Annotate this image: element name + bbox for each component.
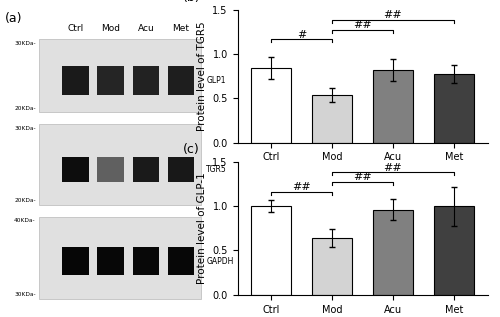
Text: TGR5: TGR5 <box>206 165 227 174</box>
Bar <box>373 210 413 295</box>
Text: 30KDa-: 30KDa- <box>14 41 36 46</box>
Bar <box>312 238 352 295</box>
Bar <box>132 66 159 94</box>
Text: Acu: Acu <box>138 24 154 33</box>
Text: Ctrl: Ctrl <box>68 24 84 33</box>
Bar <box>312 95 352 143</box>
Text: 40KDa-: 40KDa- <box>14 218 36 223</box>
Bar <box>39 39 201 112</box>
Text: 30KDa-: 30KDa- <box>14 292 36 297</box>
Bar <box>251 206 291 295</box>
Bar <box>39 217 201 299</box>
Bar <box>373 70 413 143</box>
Bar <box>434 74 474 143</box>
Bar <box>251 68 291 143</box>
Bar <box>98 157 124 183</box>
Bar <box>168 66 194 94</box>
Bar <box>62 247 88 275</box>
Y-axis label: Protein level of GLP-1: Protein level of GLP-1 <box>197 172 207 284</box>
Text: Met: Met <box>172 24 190 33</box>
Text: (b): (b) <box>182 0 200 4</box>
Text: ##: ## <box>353 172 372 182</box>
Text: Mod: Mod <box>101 24 120 33</box>
Text: GAPDH: GAPDH <box>206 257 234 266</box>
Text: ##: ## <box>384 10 402 21</box>
Text: 20KDa-: 20KDa- <box>14 198 36 203</box>
Text: #: # <box>297 30 306 40</box>
Text: ##: ## <box>353 20 372 30</box>
Bar <box>434 206 474 295</box>
Text: ##: ## <box>384 163 402 173</box>
Bar <box>132 157 159 183</box>
Bar <box>98 247 124 275</box>
Bar <box>62 66 88 94</box>
Text: GLP1: GLP1 <box>206 76 226 85</box>
Bar <box>62 157 88 183</box>
Text: ##: ## <box>292 182 311 192</box>
Bar <box>168 247 194 275</box>
Text: (a): (a) <box>5 12 22 25</box>
Y-axis label: Protein level of TGR5: Protein level of TGR5 <box>197 21 207 131</box>
Text: (c): (c) <box>182 143 199 156</box>
Text: 20KDa-: 20KDa- <box>14 106 36 111</box>
Bar <box>39 124 201 205</box>
Bar <box>132 247 159 275</box>
Text: 30KDa-: 30KDa- <box>14 126 36 131</box>
Bar <box>98 66 124 94</box>
Bar <box>168 157 194 183</box>
